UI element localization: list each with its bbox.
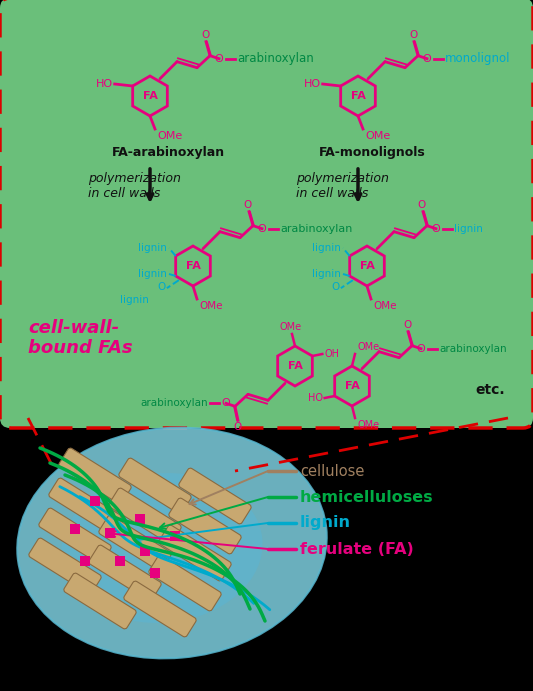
Bar (170, 531, 180, 541)
Text: O: O (417, 343, 425, 354)
Text: hemicelluloses: hemicelluloses (300, 489, 434, 504)
FancyBboxPatch shape (99, 515, 171, 571)
Text: arabinoxylan: arabinoxylan (439, 343, 507, 354)
Text: FA: FA (344, 381, 359, 391)
Text: OMe: OMe (157, 131, 182, 141)
Text: OMe: OMe (365, 131, 390, 141)
Text: arabinoxylan: arabinoxylan (140, 398, 208, 408)
FancyBboxPatch shape (64, 573, 136, 629)
Text: O: O (332, 282, 340, 292)
FancyBboxPatch shape (59, 448, 131, 504)
Bar (115, 556, 125, 566)
Bar (70, 524, 80, 534)
Text: O: O (432, 224, 440, 234)
Text: polymerization
in cell walls: polymerization in cell walls (296, 172, 389, 200)
FancyBboxPatch shape (149, 555, 221, 611)
Text: OMe: OMe (199, 301, 222, 311)
Text: O: O (409, 30, 417, 39)
Text: FA: FA (360, 261, 375, 271)
Text: lignin: lignin (138, 269, 167, 279)
FancyBboxPatch shape (159, 525, 231, 581)
Text: OMe: OMe (280, 322, 302, 332)
Text: arabinoxylan: arabinoxylan (280, 224, 352, 234)
Text: FA: FA (142, 91, 157, 101)
Ellipse shape (17, 428, 327, 659)
Text: O: O (244, 200, 252, 209)
Text: polymerization
in cell walls: polymerization in cell walls (88, 172, 181, 200)
Text: OMe: OMe (357, 420, 379, 430)
Text: O: O (158, 282, 166, 292)
FancyBboxPatch shape (124, 581, 196, 637)
Text: O: O (257, 224, 266, 234)
FancyBboxPatch shape (109, 488, 181, 544)
Text: O: O (418, 200, 426, 209)
Bar (135, 514, 145, 524)
Text: lignin: lignin (120, 295, 149, 305)
Text: OMe: OMe (373, 301, 397, 311)
Text: lignin: lignin (454, 224, 483, 234)
FancyBboxPatch shape (0, 0, 533, 428)
Text: lignin: lignin (300, 515, 351, 531)
FancyBboxPatch shape (39, 508, 111, 564)
Text: ferulate (FA): ferulate (FA) (300, 542, 414, 556)
FancyBboxPatch shape (119, 458, 191, 514)
Text: O: O (234, 422, 242, 433)
Text: arabinoxylan: arabinoxylan (237, 53, 314, 65)
Text: O: O (423, 54, 431, 64)
Text: OH: OH (324, 349, 340, 359)
Text: O: O (201, 30, 209, 39)
FancyBboxPatch shape (179, 468, 251, 524)
Text: HO: HO (304, 79, 321, 89)
Text: HO: HO (95, 79, 112, 89)
Text: cellulose: cellulose (300, 464, 365, 478)
Bar (80, 556, 90, 566)
FancyBboxPatch shape (169, 498, 241, 554)
Ellipse shape (61, 473, 263, 623)
Text: lignin: lignin (138, 243, 167, 253)
FancyBboxPatch shape (89, 545, 161, 601)
Text: OMe: OMe (357, 342, 379, 352)
Bar (140, 546, 150, 556)
Bar (150, 568, 160, 578)
Text: O: O (215, 54, 223, 64)
Text: monolignol: monolignol (445, 53, 511, 65)
Text: cell-wall-
bound FAs: cell-wall- bound FAs (28, 319, 133, 357)
Text: FA-monolignols: FA-monolignols (319, 146, 425, 159)
Text: lignin: lignin (312, 269, 341, 279)
Text: lignin: lignin (312, 243, 341, 253)
Text: O: O (222, 398, 230, 408)
Text: HO: HO (308, 393, 322, 403)
Text: FA: FA (288, 361, 302, 371)
FancyBboxPatch shape (29, 538, 101, 594)
Text: FA-arabinoxylan: FA-arabinoxylan (111, 146, 224, 159)
FancyBboxPatch shape (49, 478, 121, 534)
Text: FA: FA (185, 261, 200, 271)
Text: etc.: etc. (475, 383, 505, 397)
Bar (105, 528, 115, 538)
Text: FA: FA (351, 91, 366, 101)
Bar (90, 496, 100, 506)
Text: O: O (403, 320, 411, 330)
